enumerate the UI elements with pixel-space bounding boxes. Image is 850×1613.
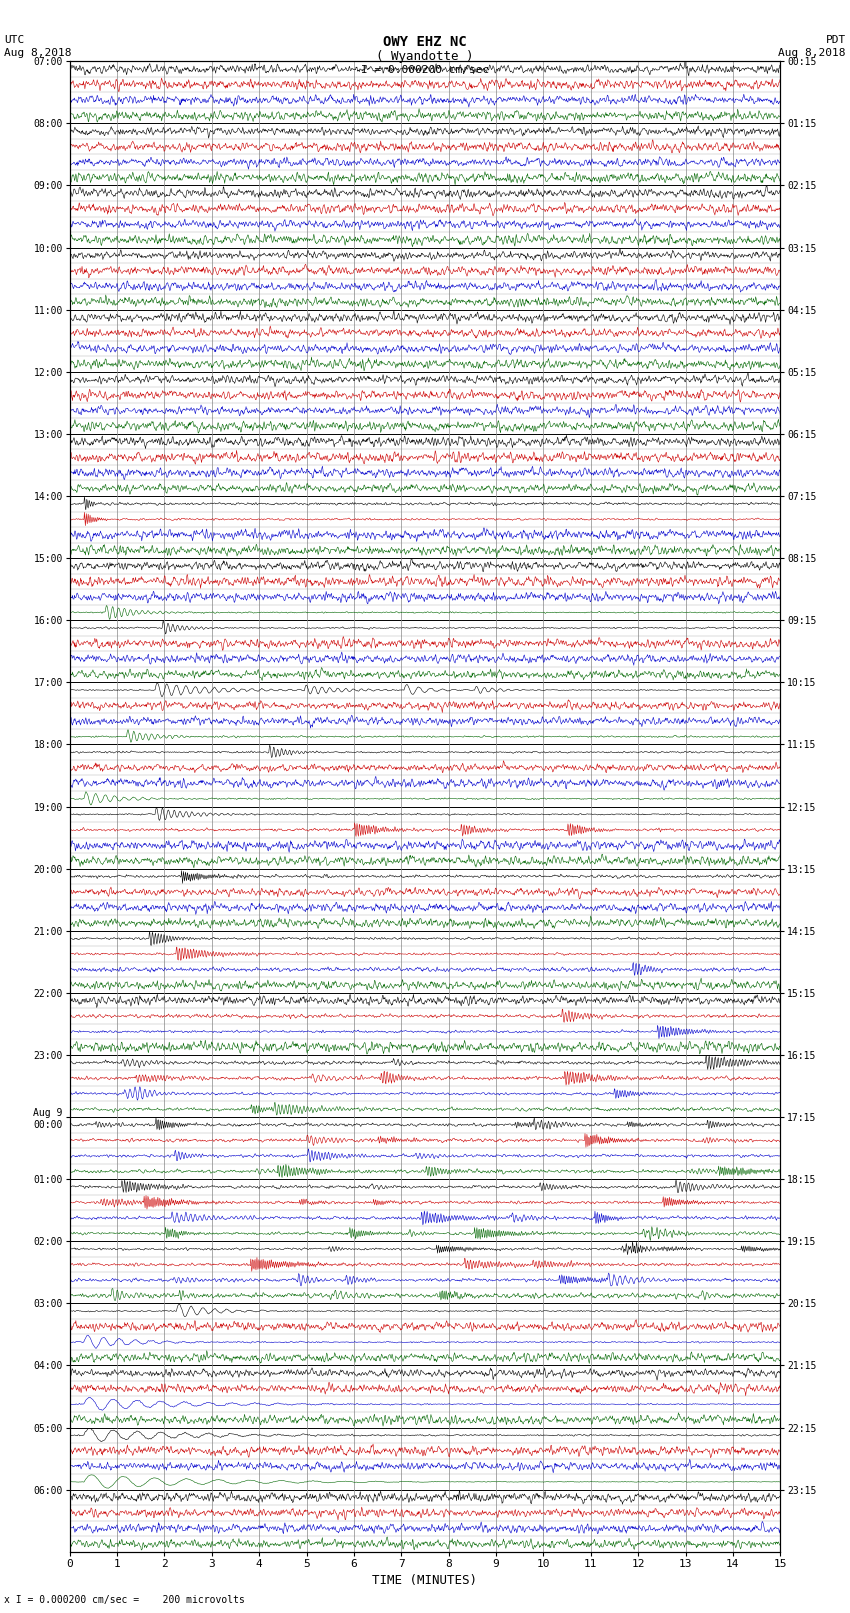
Text: x I = 0.000200 cm/sec =    200 microvolts: x I = 0.000200 cm/sec = 200 microvolts: [4, 1595, 245, 1605]
Text: PDT: PDT: [825, 35, 846, 45]
Text: Aug 8,2018: Aug 8,2018: [4, 48, 71, 58]
Text: OWY EHZ NC: OWY EHZ NC: [383, 35, 467, 50]
Text: Aug 8,2018: Aug 8,2018: [779, 48, 846, 58]
Text: ( Wyandotte ): ( Wyandotte ): [377, 50, 473, 63]
X-axis label: TIME (MINUTES): TIME (MINUTES): [372, 1574, 478, 1587]
Text: I = 0.000200 cm/sec: I = 0.000200 cm/sec: [361, 65, 489, 74]
Text: UTC: UTC: [4, 35, 25, 45]
